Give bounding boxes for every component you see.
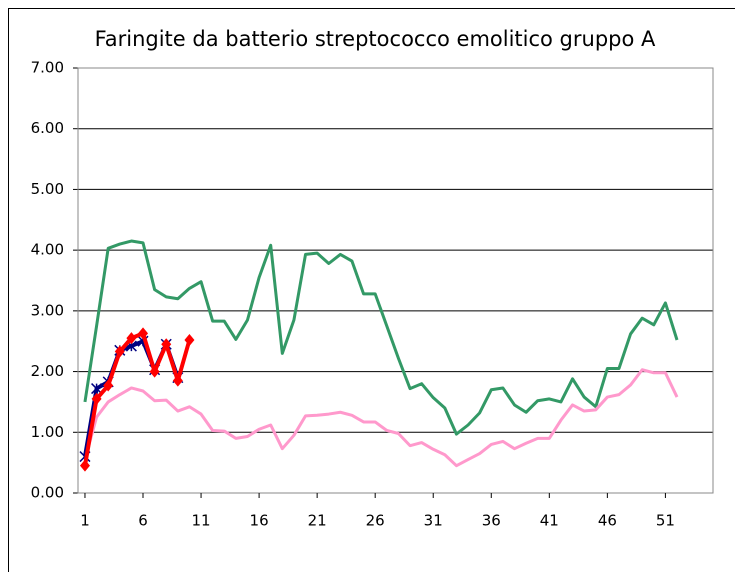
series-line [83,368,679,468]
marker [103,379,114,392]
marker [172,374,183,387]
x-tick-label: 16 [250,512,269,530]
x-tick-label: 6 [138,512,148,530]
marker [149,365,160,378]
x-tick-label: 41 [540,512,559,530]
x-tick-label: 26 [366,512,385,530]
y-tick-label: 5.00 [31,180,64,198]
x-tick-label: 46 [598,512,617,530]
x-tick-label: 11 [192,512,211,530]
marker [114,345,125,358]
x-tick-label: 21 [308,512,327,530]
x-tick-label: 1 [80,512,90,530]
marker [91,392,102,405]
y-tick-label: 2.00 [31,362,64,380]
marker [161,338,172,351]
x-tick-label: 36 [482,512,501,530]
y-tick-label: 0.00 [31,484,64,502]
y-tick-label: 7.00 [31,59,64,77]
marker [91,383,103,395]
x-tick-label: 31 [424,512,443,530]
y-tick-label: 1.00 [31,423,64,441]
marker [138,327,149,340]
y-tick-label: 3.00 [31,301,64,319]
marker [184,334,195,346]
y-tick-label: 6.00 [31,119,64,137]
y-tick-label: 4.00 [31,241,64,259]
series-line [82,331,192,467]
series-line [83,239,679,436]
marker [126,332,137,345]
plot-area [77,67,714,494]
chart-title: Faringite da batterio streptococco emoli… [95,27,656,51]
marker [79,459,90,472]
x-tick-label: 51 [656,512,675,530]
